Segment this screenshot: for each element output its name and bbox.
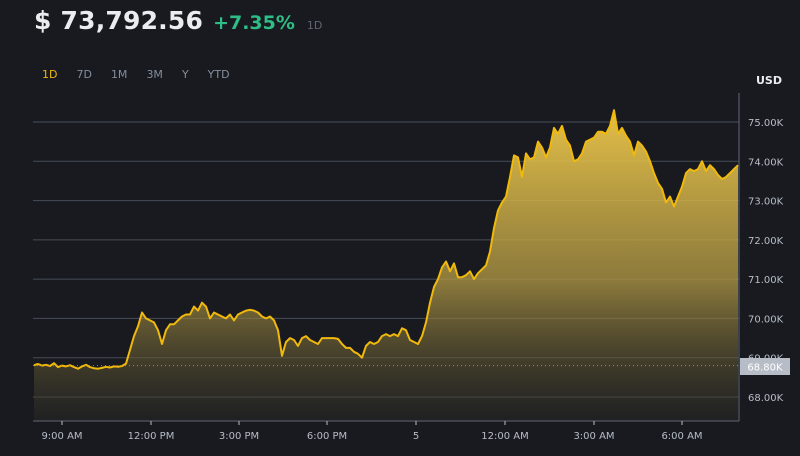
y-tick-label: 70.00K	[748, 314, 784, 325]
x-tick-label: 6:00 PM	[307, 431, 347, 442]
y-tick-label: 73.00K	[748, 197, 784, 208]
timeframe-tabs: 1D 7D 1M 3M Y YTD	[42, 68, 249, 81]
x-tick-label: 5	[413, 431, 419, 442]
y-tick-label: 74.00K	[748, 157, 784, 168]
y-tick-label: 75.00K	[748, 118, 784, 129]
current-price: $ 73,792.56	[34, 6, 204, 35]
tab-y[interactable]: Y	[181, 68, 189, 81]
y-tick-label: 71.00K	[748, 275, 784, 286]
tab-7d[interactable]: 7D	[76, 68, 92, 81]
tab-3m[interactable]: 3M	[146, 68, 163, 81]
price-line	[33, 109, 739, 370]
currency-label: USD	[756, 74, 782, 87]
x-tick-label: 6:00 AM	[661, 431, 702, 442]
x-tick-label: 3:00 PM	[219, 431, 259, 442]
tab-1d[interactable]: 1D	[42, 68, 58, 81]
y-tick-label: 72.00K	[748, 236, 784, 247]
x-tick-label: 3:00 AM	[573, 431, 614, 442]
x-tick-label: 12:00 AM	[481, 431, 528, 442]
price-area-fill	[34, 110, 738, 421]
tab-1m[interactable]: 1M	[110, 68, 128, 81]
reference-price-label: 68.80K	[747, 363, 783, 374]
price-header: $ 73,792.56 +7.35% 1D	[34, 6, 322, 35]
price-change-percent: +7.35%	[213, 12, 295, 34]
x-tick-label: 9:00 AM	[41, 431, 82, 442]
x-axis-labels: 9:00 AM 12:00 PM 3:00 PM 6:00 PM 5 12:00 AM 3:…	[41, 421, 703, 442]
change-period: 1D	[306, 19, 323, 32]
reference-price-badge: 68.80K	[740, 358, 790, 375]
x-tick-label: 12:00 PM	[128, 431, 175, 442]
tab-ytd[interactable]: YTD	[207, 68, 230, 81]
y-tick-label: 68.00K	[748, 393, 784, 404]
